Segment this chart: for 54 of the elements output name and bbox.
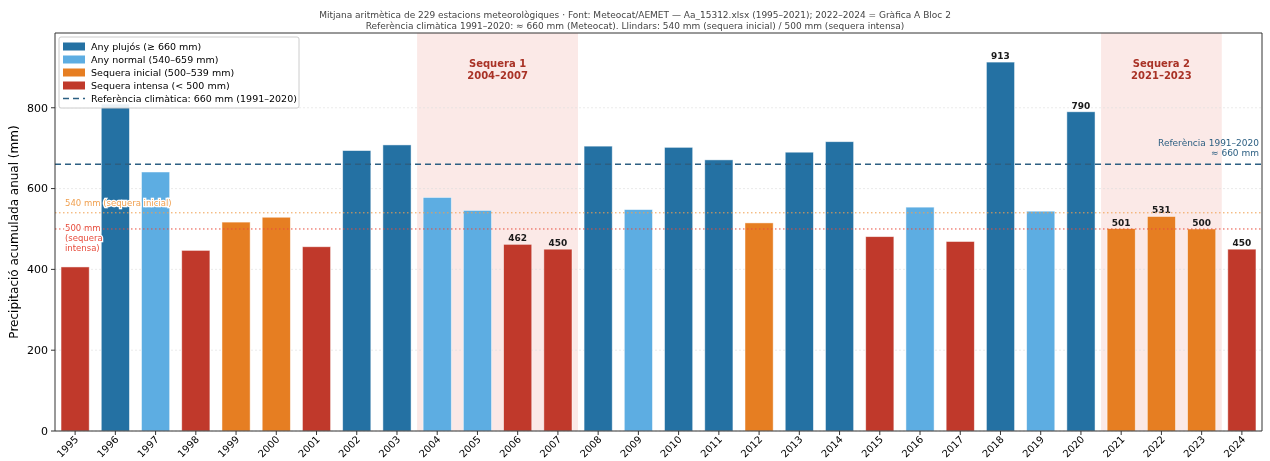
- bar: [905, 206, 935, 432]
- bar: [664, 146, 694, 432]
- bar: [60, 266, 90, 432]
- bar: [302, 246, 331, 432]
- bar: [382, 144, 412, 432]
- bar: [945, 241, 975, 432]
- bar: [1026, 210, 1056, 432]
- bar: [1146, 216, 1176, 432]
- data-label: 462: [508, 233, 528, 244]
- chart-subtitle: Referència climàtica 1991–2020: ≈ 660 mm (Meteocat). Llindars: 540 mm (sequera inicial) / 500 mm (sequera intensa): [365, 21, 905, 31]
- legend-label: Sequera inicial (500–539 mm): [91, 66, 235, 78]
- bar: [141, 171, 171, 432]
- bar: [422, 197, 452, 432]
- bar: [181, 249, 211, 432]
- bar: [583, 145, 613, 432]
- bar: [1227, 248, 1257, 432]
- bar: [342, 150, 372, 432]
- data-label: 500: [1192, 217, 1212, 228]
- data-label: 450: [1232, 238, 1252, 249]
- data-label: 790: [1071, 100, 1091, 111]
- legend-label: Any plujós (≥ 660 mm): [91, 40, 202, 52]
- data-label: 913: [991, 51, 1010, 62]
- bar: [462, 209, 492, 432]
- bar: [503, 243, 533, 432]
- bar: [1106, 228, 1136, 432]
- bar: [986, 61, 1015, 432]
- bar: [825, 141, 855, 432]
- data-label: 501: [1111, 217, 1131, 228]
- legend-label: Sequera intensa (< 500 mm): [91, 79, 230, 91]
- bar: [543, 248, 573, 432]
- ref-line-label: 500 mm (sequera intensa): [65, 222, 103, 253]
- y-tick-label: 800: [27, 101, 48, 115]
- y-tick-label: 0: [41, 424, 48, 438]
- data-label: 531: [1152, 205, 1171, 216]
- y-axis-title: Precipitació acumulada anual (mm): [7, 125, 21, 339]
- bar: [623, 209, 653, 432]
- bar: [744, 222, 774, 432]
- y-tick-label: 600: [27, 182, 48, 196]
- bar: [261, 216, 291, 432]
- chart-title: Mitjana aritmètica de 229 estacions meteorològiques · Font: Meteocat/AEMET — Aa_15312.xlsx (1995–2021); 2022–2024 = Gràfica A Bloc 2: [319, 10, 951, 20]
- band-label: Sequera 2 2021–2023: [1131, 58, 1192, 81]
- bar: [704, 159, 734, 432]
- legend-label: Any normal (540–659 mm): [91, 53, 219, 65]
- bar: [1066, 111, 1096, 432]
- annotation: Referència 1991–2020 ≈ 660 mm: [1158, 138, 1260, 159]
- bar: [221, 221, 251, 432]
- bar: [784, 151, 814, 432]
- bar: [1187, 228, 1217, 432]
- bar: [865, 236, 895, 432]
- legend-label: Referència climàtica: 660 mm (1991–2020): [91, 92, 297, 104]
- data-label: 450: [548, 238, 568, 249]
- band-label: Sequera 1 2004–2007: [467, 58, 528, 81]
- y-tick-label: 400: [27, 263, 48, 277]
- y-tick-label: 200: [27, 344, 48, 358]
